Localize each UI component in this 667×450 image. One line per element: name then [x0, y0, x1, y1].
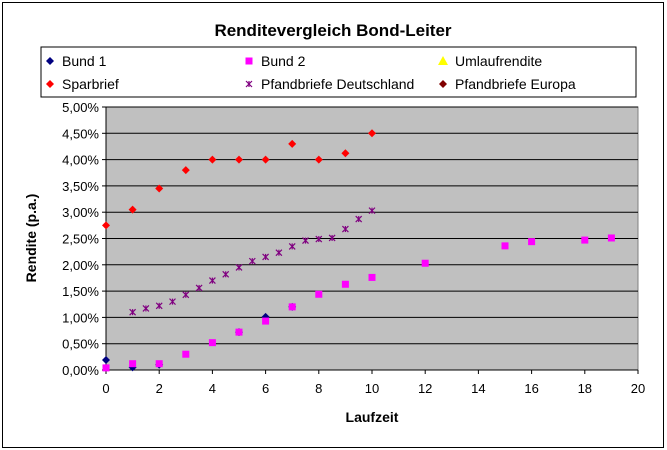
point-bund-2 — [288, 303, 296, 311]
y-tick-label: 3,00% — [62, 205, 99, 220]
point-bund-2 — [129, 360, 137, 368]
point-pfandbriefe-deutschland — [368, 207, 376, 215]
point-sparbrief — [235, 155, 243, 164]
x-tick-label: 6 — [262, 381, 269, 396]
point-sparbrief — [181, 166, 190, 175]
x-tick-label: 18 — [578, 381, 592, 396]
x-tick-label: 2 — [156, 381, 163, 396]
x-axis-label: Laufzeit — [346, 409, 399, 425]
legend-box — [40, 46, 637, 98]
legend-label: Pfandbriefe Europa — [455, 76, 576, 92]
point-sparbrief — [341, 149, 350, 158]
point-bund-2 — [155, 360, 163, 368]
point-pfandbriefe-deutschland — [129, 308, 137, 316]
point-pfandbriefe-deutschland — [328, 234, 336, 242]
point-pfandbriefe-deutschland — [248, 257, 256, 265]
legend-marker — [245, 57, 253, 65]
point-bund-2 — [235, 328, 243, 336]
point-sparbrief — [288, 139, 297, 148]
point-sparbrief — [102, 221, 110, 230]
legend-marker — [439, 80, 447, 88]
x-tick-label: 20 — [631, 381, 645, 396]
x-tick-labels: 0 2 4 6 8 10 12 14 16 18 20 — [102, 381, 645, 396]
legend-label: Bund 1 — [62, 53, 107, 69]
y-tick-label: 4,00% — [62, 153, 99, 168]
legend-marker — [245, 80, 253, 88]
x-tick-label: 8 — [315, 381, 322, 396]
x-tick-label: 12 — [418, 381, 432, 396]
y-axis-label: Rendite (p.a.) — [23, 194, 39, 283]
point-sparbrief — [155, 184, 164, 193]
axes — [102, 106, 639, 374]
point-sparbrief — [128, 205, 137, 214]
point-bund-2 — [315, 290, 323, 298]
point-pfandbriefe-deutschland — [315, 235, 323, 243]
point-bund-2 — [607, 234, 615, 242]
y-tick-labels: 0,00% 0,50% 1,00% 1,50% 2,00% 2,50% 3,00% 3,50%… — [62, 100, 99, 378]
x-tick-label: 4 — [209, 381, 216, 396]
point-pfandbriefe-deutschland — [182, 291, 190, 299]
legend-marker — [438, 56, 448, 65]
legend-label: Sparbrief — [62, 76, 119, 92]
point-pfandbriefe-deutschland — [302, 237, 309, 245]
y-tick-label: 3,50% — [62, 179, 99, 194]
point-sparbrief — [208, 155, 217, 164]
point-pfandbriefe-deutschland — [288, 242, 296, 250]
point-bund-2 — [262, 317, 270, 325]
point-pfandbriefe-deutschland — [235, 264, 243, 271]
x-tick-label: 0 — [102, 381, 109, 396]
point-pfandbriefe-deutschland — [208, 277, 216, 285]
point-pfandbriefe-deutschland — [262, 253, 270, 261]
y-tick-label: 4,50% — [62, 126, 99, 141]
x-tick-label: 10 — [365, 381, 379, 396]
point-bund-2 — [501, 242, 509, 250]
x-tick-label: 16 — [524, 381, 538, 396]
point-pfandbriefe-deutschland — [341, 225, 349, 233]
point-pfandbriefe-deutschland — [355, 215, 363, 223]
point-bund-2 — [528, 238, 536, 246]
legend-marker — [46, 80, 54, 88]
legend-label: Bund 2 — [261, 53, 306, 69]
point-pfandbriefe-deutschland — [195, 284, 203, 292]
point-pfandbriefe-deutschland — [142, 305, 150, 312]
data-points — [102, 129, 615, 372]
point-sparbrief — [261, 155, 270, 164]
point-pfandbriefe-deutschland — [222, 270, 230, 278]
y-tick-label: 5,00% — [62, 100, 99, 115]
legend-label: Pfandbriefe Deutschland — [261, 76, 414, 92]
point-bund-2 — [368, 273, 376, 281]
point-bund-1 — [102, 356, 110, 365]
legend-label: Umlaufrendite — [455, 53, 542, 69]
point-bund-2 — [208, 339, 216, 347]
legend: Bund 1 Bund 2 Umlaufrendite Sparbrief Pfandb… — [46, 53, 576, 92]
x-tick-label: 14 — [471, 381, 485, 396]
chart-title: Renditevergleich Bond-Leiter — [214, 21, 451, 40]
y-tick-label: 0,00% — [62, 363, 99, 378]
point-pfandbriefe-deutschland — [169, 298, 176, 306]
point-sparbrief — [314, 155, 323, 164]
y-tick-label: 0,50% — [62, 337, 99, 352]
y-tick-label: 2,00% — [62, 258, 99, 273]
legend-marker — [46, 57, 54, 65]
point-sparbrief — [368, 129, 376, 138]
point-bund-2 — [102, 364, 110, 372]
point-bund-2 — [421, 259, 429, 267]
point-pfandbriefe-deutschland — [275, 249, 283, 257]
point-bund-2 — [341, 280, 349, 288]
y-tick-label: 1,50% — [62, 284, 99, 299]
point-bund-2 — [182, 350, 190, 358]
point-bund-2 — [581, 236, 589, 244]
y-tick-label: 1,00% — [62, 310, 99, 325]
point-pfandbriefe-deutschland — [155, 302, 163, 310]
y-tick-label: 2,50% — [62, 232, 99, 247]
